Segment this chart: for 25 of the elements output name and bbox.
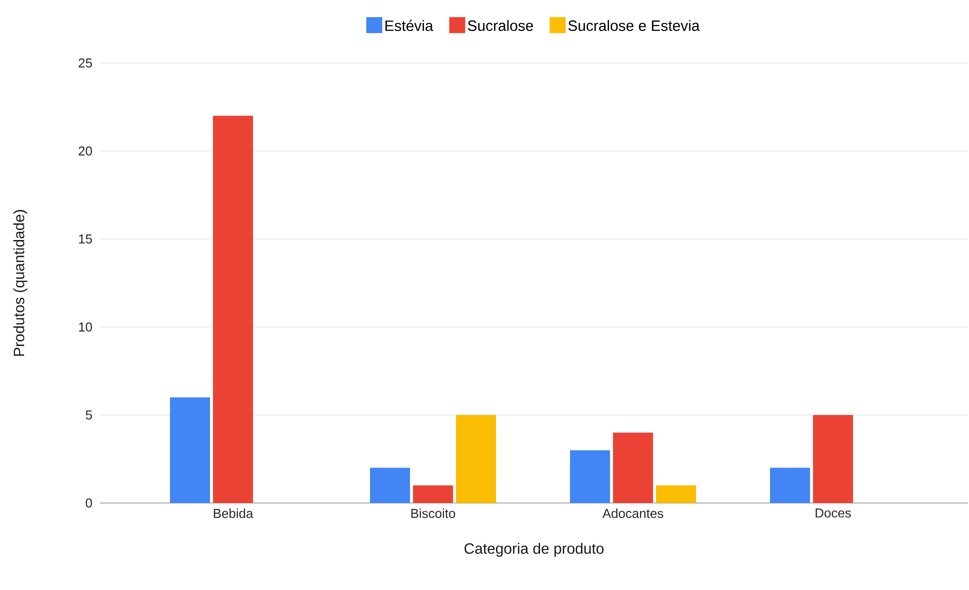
bar	[170, 397, 210, 503]
bar	[370, 468, 410, 503]
bar	[656, 485, 696, 503]
bar	[813, 415, 854, 503]
y-tick-label: 5	[86, 410, 92, 420]
bar	[213, 116, 254, 503]
x-tick-label: Adocantes	[602, 508, 664, 518]
y-axis-title: Produtos (quantidade)	[13, 210, 28, 356]
bar	[456, 415, 496, 503]
legend-label: Estévia	[385, 20, 434, 32]
bar	[613, 432, 654, 503]
x-tick-label: Bebida	[214, 508, 254, 518]
bar	[413, 485, 454, 503]
x-tick-label: Doces	[816, 508, 851, 518]
y-tick-label: 20	[78, 146, 92, 156]
bar	[570, 450, 610, 503]
y-tick-label: 0	[86, 498, 92, 508]
y-tick-label: 15	[79, 234, 92, 244]
y-tick-label: 10	[79, 322, 92, 332]
y-tick-label: 25	[78, 58, 92, 68]
x-axis-title: Categoria de produto	[464, 542, 604, 557]
bar	[770, 468, 810, 503]
legend-label: Sucralose e Estevia	[568, 20, 700, 31]
x-tick-label: Biscoito	[411, 508, 456, 518]
legend-label: Sucralose	[468, 20, 534, 31]
